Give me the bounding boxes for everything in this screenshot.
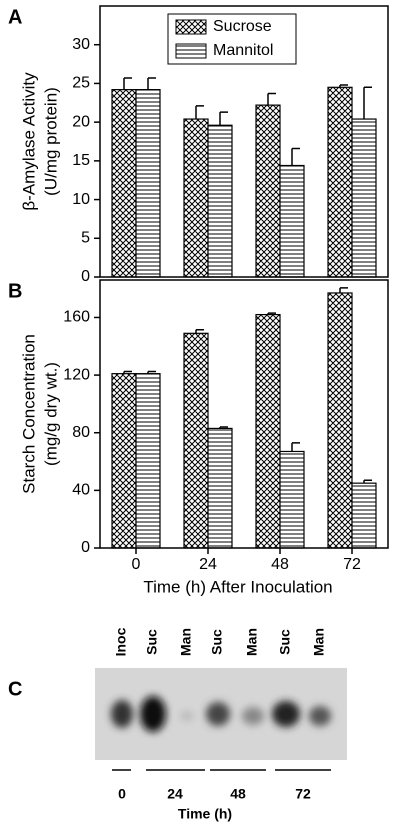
x-tick-label: 0 xyxy=(132,556,141,573)
bar xyxy=(183,332,209,549)
y-tick-label: 15 xyxy=(72,152,90,169)
x-axis-title: Time (h) xyxy=(178,806,232,822)
lane-label: Suc xyxy=(144,629,160,655)
legend-swatch xyxy=(175,43,207,59)
x-tick-label: 72 xyxy=(343,556,361,573)
x-tick-label: 48 xyxy=(271,556,289,573)
lane-label: Suc xyxy=(277,629,293,655)
error-bar xyxy=(219,426,228,429)
lane-label: Man xyxy=(244,628,260,656)
lane-label: Man xyxy=(311,628,327,656)
bar xyxy=(207,427,233,549)
lane-label: Suc xyxy=(209,629,225,655)
y-axis-title: (U/mg protein) xyxy=(41,87,60,196)
lane-label: Man xyxy=(178,628,194,656)
y-tick-label: 30 xyxy=(72,36,90,53)
error-bar xyxy=(147,77,156,90)
bands xyxy=(111,696,331,732)
time-label: 72 xyxy=(295,786,311,802)
y-tick-label: 80 xyxy=(72,424,90,441)
y-axis-title: (mg/g dry wt.) xyxy=(41,362,60,466)
y-tick-label: 0 xyxy=(81,539,90,556)
bar xyxy=(111,373,137,549)
time-label: 0 xyxy=(118,786,126,802)
bar xyxy=(351,118,377,278)
error-bar xyxy=(363,86,372,120)
error-bar xyxy=(195,105,204,120)
y-tick-label: 40 xyxy=(72,482,90,499)
panel-label: C xyxy=(8,678,22,700)
error-bar xyxy=(291,147,300,166)
bar xyxy=(183,118,209,278)
panel-label: A xyxy=(8,6,22,28)
error-bar xyxy=(123,77,132,90)
error-bar xyxy=(339,84,348,88)
y-axis-title: β-Amylase Activity xyxy=(19,72,38,211)
bar xyxy=(111,89,137,278)
bar xyxy=(255,104,281,278)
legend-label: Sucrose xyxy=(213,18,272,35)
legend-label: Mannitol xyxy=(213,42,273,59)
time-label: 48 xyxy=(230,786,246,802)
error-bar xyxy=(267,312,276,315)
legend: Sucrose Mannitol xyxy=(167,13,297,65)
x-tick-label: 24 xyxy=(199,556,217,573)
legend-swatch xyxy=(175,19,207,35)
panel-label: B xyxy=(8,280,22,302)
x-axis-title: Time (h) After Inoculation xyxy=(143,577,332,596)
y-tick-label: 20 xyxy=(72,113,90,130)
error-bar xyxy=(195,328,204,334)
error-bar xyxy=(267,92,276,106)
y-tick-label: 160 xyxy=(63,309,90,326)
bar xyxy=(279,450,305,549)
error-bar xyxy=(363,479,372,484)
y-tick-label: 120 xyxy=(63,366,90,383)
y-tick-label: 0 xyxy=(81,268,90,285)
plot-frame xyxy=(99,279,389,549)
error-bar xyxy=(123,370,132,374)
y-axis-title: Starch Concentration xyxy=(19,334,38,494)
error-bar xyxy=(339,287,348,293)
bar xyxy=(135,89,161,278)
error-bar xyxy=(219,111,228,126)
bar xyxy=(255,313,281,549)
y-tick-label: 10 xyxy=(72,191,90,208)
bar xyxy=(207,124,233,278)
error-bar xyxy=(291,442,300,452)
y-tick-label: 5 xyxy=(81,230,90,247)
y-tick-label: 25 xyxy=(72,75,90,92)
error-bar xyxy=(147,370,156,374)
bar xyxy=(327,292,353,549)
bar xyxy=(279,164,305,278)
bar xyxy=(351,482,377,549)
bar xyxy=(135,373,161,549)
plot-frame xyxy=(99,5,389,278)
bar xyxy=(327,86,353,278)
lane-label: Inoc xyxy=(113,627,129,656)
time-label: 24 xyxy=(167,786,183,802)
